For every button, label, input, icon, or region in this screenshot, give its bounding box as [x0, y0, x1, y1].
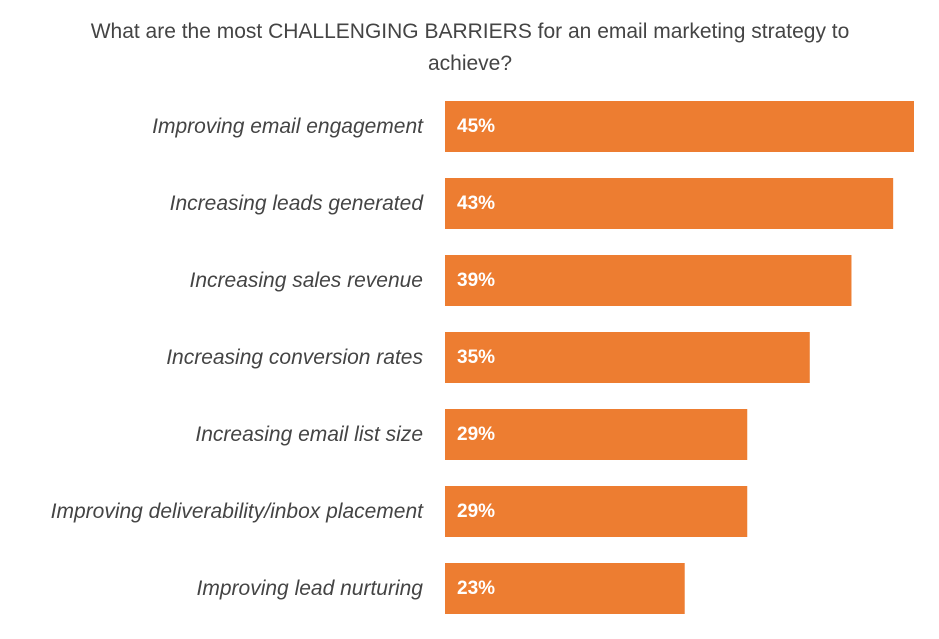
category-label: Increasing conversion rates: [166, 346, 423, 369]
category-label: Increasing email list size: [195, 423, 423, 446]
bar: [445, 101, 914, 152]
category-label: Increasing sales revenue: [190, 269, 423, 292]
bar: [445, 255, 852, 306]
value-label: 29%: [457, 424, 495, 445]
bar: [445, 332, 810, 383]
category-label: Increasing leads generated: [170, 192, 425, 215]
bar: [445, 409, 748, 460]
category-label: Improving deliverability/inbox placement: [51, 500, 425, 523]
bar: [445, 563, 685, 614]
category-label: Improving lead nurturing: [197, 577, 424, 600]
value-label: 43%: [457, 193, 495, 214]
value-label: 35%: [457, 347, 495, 368]
bar: [445, 486, 748, 537]
value-label: 29%: [457, 501, 495, 522]
value-label: 23%: [457, 578, 495, 599]
category-label: Improving email engagement: [152, 115, 424, 138]
value-label: 39%: [457, 270, 495, 291]
bar: [445, 178, 894, 229]
chart-title: What are the most CHALLENGING BARRIERS f…: [90, 20, 850, 75]
value-label: 45%: [457, 116, 495, 137]
